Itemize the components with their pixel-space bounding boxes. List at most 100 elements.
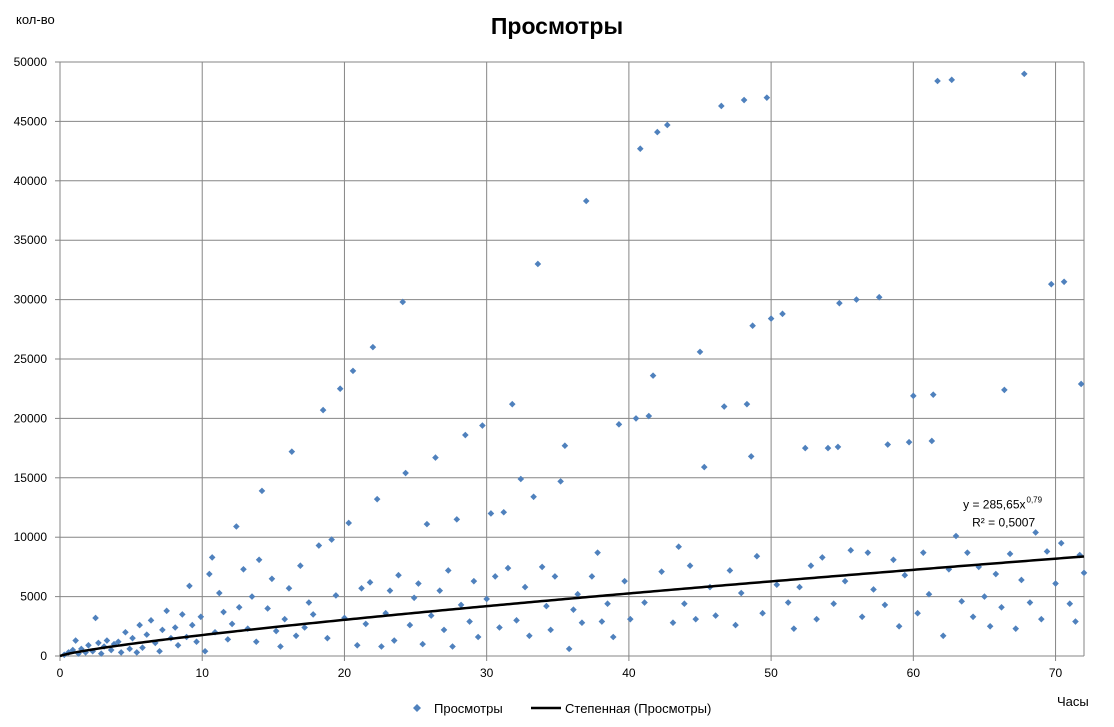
data-point [186, 582, 193, 590]
data-point [547, 626, 554, 634]
data-point [696, 348, 704, 356]
data-point [636, 145, 644, 153]
data-point [675, 543, 682, 551]
data-point [324, 634, 331, 642]
data-point [841, 577, 849, 585]
data-point [487, 510, 495, 517]
data-point [483, 595, 490, 603]
data-point [117, 649, 125, 656]
legend-item-points: Просмотры [413, 701, 503, 716]
data-point [136, 621, 143, 629]
data-point [530, 493, 537, 501]
data-point [345, 519, 353, 527]
x-tick-label: 70 [1049, 666, 1063, 680]
y-tick-label: 5000 [20, 590, 47, 604]
x-tick-label: 60 [907, 666, 921, 680]
data-point [654, 128, 661, 136]
data-point [97, 650, 105, 657]
data-point [415, 580, 422, 587]
data-point [309, 611, 317, 618]
data-point [197, 613, 205, 621]
chart-title: Просмотры [491, 13, 623, 39]
y-axis-label: кол-во [16, 12, 55, 27]
data-point [1032, 529, 1039, 536]
data-point [453, 516, 461, 523]
data-point [179, 611, 186, 618]
data-point [712, 612, 719, 619]
y-tick-label: 20000 [14, 411, 48, 425]
data-point [901, 571, 909, 579]
data-point [819, 554, 826, 561]
data-point [964, 549, 971, 556]
data-point [1080, 569, 1088, 577]
data-point [281, 615, 289, 623]
data-point [369, 343, 377, 351]
data-point [126, 645, 133, 653]
data-point [753, 552, 761, 560]
data-point [491, 573, 499, 580]
y-tick-label: 0 [40, 649, 47, 663]
data-point [870, 586, 877, 593]
data-point [479, 422, 486, 429]
data-point [732, 621, 739, 629]
data-point [500, 508, 508, 516]
data-point [156, 647, 163, 655]
data-point [193, 638, 200, 646]
data-point [1001, 386, 1008, 394]
data-point [264, 605, 271, 612]
data-point [570, 606, 577, 613]
legend-label-points: Просмотры [434, 701, 503, 716]
data-point [255, 556, 263, 564]
data-point [92, 614, 99, 622]
data-point [834, 443, 842, 451]
data-point [763, 94, 771, 101]
data-point [517, 475, 525, 483]
data-point [598, 618, 606, 625]
data-point [958, 598, 965, 605]
data-point [508, 400, 516, 408]
data-point [188, 621, 196, 629]
data-point [574, 590, 581, 598]
data-point [526, 632, 533, 640]
data-point [513, 617, 520, 624]
data-point [726, 567, 734, 574]
y-tick-label: 35000 [14, 233, 48, 247]
data-point [143, 631, 151, 638]
data-point [929, 391, 937, 398]
data-point [890, 556, 897, 564]
data-point [551, 573, 559, 580]
data-point [174, 642, 182, 649]
data-point [934, 77, 941, 85]
data-point [129, 634, 136, 642]
data-point [366, 579, 374, 586]
data-point [801, 444, 809, 452]
data-point [557, 478, 564, 485]
data-point [1060, 278, 1068, 286]
legend: Просмотры Степенная (Просмотры) [413, 701, 711, 716]
data-point [969, 613, 977, 621]
data-point [604, 600, 611, 608]
y-tick-label: 25000 [14, 352, 48, 366]
data-point [578, 619, 586, 627]
data-point [919, 549, 927, 556]
data-point [423, 520, 431, 528]
x-tick-label: 30 [480, 666, 494, 680]
data-point [790, 625, 798, 632]
data-point [436, 587, 444, 594]
data-point [914, 609, 921, 617]
data-point [881, 601, 889, 609]
data-point [395, 571, 402, 579]
y-tick-label: 50000 [14, 55, 48, 69]
data-point [561, 442, 569, 450]
legend-label-trendline: Степенная (Просмотры) [565, 701, 711, 716]
data-point [718, 102, 725, 110]
data-point [353, 642, 361, 649]
x-tick-label: 40 [622, 666, 636, 680]
data-point [925, 590, 933, 598]
data-point [252, 638, 260, 646]
legend-item-trendline: Степенная (Просмотры) [531, 701, 711, 716]
data-point [681, 600, 688, 608]
data-point [928, 437, 936, 445]
data-point [853, 296, 860, 303]
